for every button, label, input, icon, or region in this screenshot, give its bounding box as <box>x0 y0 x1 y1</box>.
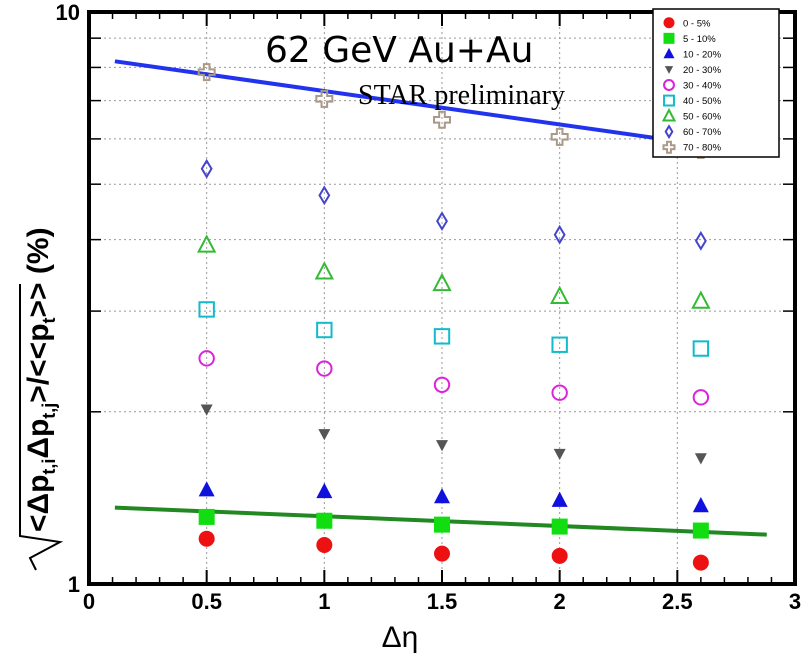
axis-ticks: 0 0.5 1 1.5 2 2.5 3 1 10 <box>56 0 802 614</box>
y-label-sub1: t,i <box>39 459 59 475</box>
x-tick-label-3: 1.5 <box>427 589 458 614</box>
x-tick-label-6: 3 <box>789 589 801 614</box>
data-point <box>198 530 215 547</box>
x-tick-label-4: 2 <box>554 589 566 614</box>
series-1 <box>198 508 709 539</box>
data-point <box>692 496 709 513</box>
data-point <box>198 301 215 318</box>
data-point <box>198 350 215 367</box>
data-point <box>198 481 215 497</box>
data-point <box>692 340 710 357</box>
data-point <box>433 376 451 393</box>
legend-label-5: 40 - 50% <box>683 96 722 107</box>
data-point <box>198 508 215 525</box>
legend-marker-4 <box>663 79 675 91</box>
legend-marker-2 <box>663 47 675 59</box>
data-point <box>433 110 451 129</box>
data-point <box>432 272 452 292</box>
y-label-open: <Δp <box>22 475 55 532</box>
data-point <box>434 545 450 562</box>
data-point <box>692 389 710 406</box>
legend-label-8: 70 - 80% <box>683 143 722 154</box>
x-axis-title: Δη <box>382 621 419 654</box>
legend-label-4: 30 - 40% <box>683 81 722 92</box>
data-point <box>200 158 213 179</box>
data-point <box>553 448 566 461</box>
y-label-mid: Δp <box>22 419 55 459</box>
series-3 <box>200 404 707 465</box>
y-tick-label-1: 10 <box>56 0 80 25</box>
data-point <box>551 491 568 507</box>
legend: 0 - 5% 5 - 10% 10 - 20% 20 - 30% 30 - 40% 40 … <box>652 8 780 158</box>
data-point <box>316 321 333 339</box>
y-axis-title: <Δpt,iΔpt,j>/<<pt>> (%) <box>19 227 64 571</box>
legend-marker-1 <box>663 32 675 44</box>
series-0 <box>198 530 709 571</box>
data-point <box>318 429 331 441</box>
y-label-sub3: t <box>39 317 59 323</box>
data-point <box>316 482 333 499</box>
data-point <box>316 512 333 529</box>
series-2 <box>198 481 709 513</box>
series-4 <box>198 350 710 406</box>
data-point <box>316 360 333 377</box>
data-point <box>316 536 333 553</box>
data-point <box>436 440 448 452</box>
data-point <box>692 522 709 539</box>
legend-label-3: 20 - 30% <box>683 65 722 76</box>
legend-marker-3 <box>664 66 674 74</box>
data-point <box>436 211 448 232</box>
x-tick-label-5: 2.5 <box>662 589 693 614</box>
legend-marker-8 <box>662 140 676 154</box>
chart-title: 62 GeV Au+Au <box>265 30 533 71</box>
legend-marker-5 <box>663 94 675 107</box>
data-point <box>551 336 568 353</box>
data-point <box>434 488 450 504</box>
data-point <box>694 453 707 465</box>
x-tick-label-1: 0.5 <box>191 589 222 614</box>
series-5 <box>198 301 710 357</box>
data-point <box>200 404 213 416</box>
data-point <box>694 230 707 251</box>
data-point <box>692 554 709 571</box>
svg-text:<Δpt,iΔpt,j>/<<pt>> (%): <Δpt,iΔpt,j>/<<pt>> (%) <box>22 227 59 532</box>
data-points <box>197 63 711 571</box>
legend-label-0: 0 - 5% <box>683 18 711 29</box>
chart-subtitle: STAR preliminary <box>358 80 565 111</box>
data-point <box>318 185 331 206</box>
y-tick-label-0: 1 <box>68 572 80 597</box>
series-6 <box>197 234 711 309</box>
data-point <box>553 224 566 245</box>
data-point <box>550 285 570 305</box>
data-point <box>197 234 217 253</box>
data-point <box>433 328 451 345</box>
data-point <box>197 63 216 82</box>
data-point <box>550 127 569 146</box>
y-label-sub2: t,j <box>39 403 59 419</box>
y-label-end: >> (%) <box>22 227 55 317</box>
data-point <box>551 547 568 564</box>
data-point <box>551 384 568 401</box>
legend-marker-6 <box>661 107 677 122</box>
sqrt-sign-icon <box>19 284 64 571</box>
data-point <box>434 516 450 533</box>
legend-label-7: 60 - 70% <box>683 127 722 138</box>
data-point <box>315 89 334 108</box>
data-point <box>551 518 568 535</box>
legend-label-1: 5 - 10% <box>683 34 716 45</box>
x-tick-label-0: 0 <box>83 589 95 614</box>
legend-label-2: 10 - 20% <box>683 49 722 60</box>
series-7 <box>200 158 707 251</box>
x-tick-label-2: 1 <box>318 589 330 614</box>
y-label-close: >/<<p <box>22 323 55 402</box>
legend-label-6: 50 - 60% <box>683 112 722 123</box>
legend-marker-7 <box>664 124 674 140</box>
data-point <box>314 261 334 280</box>
data-point <box>691 290 711 309</box>
legend-marker-0 <box>663 17 675 29</box>
